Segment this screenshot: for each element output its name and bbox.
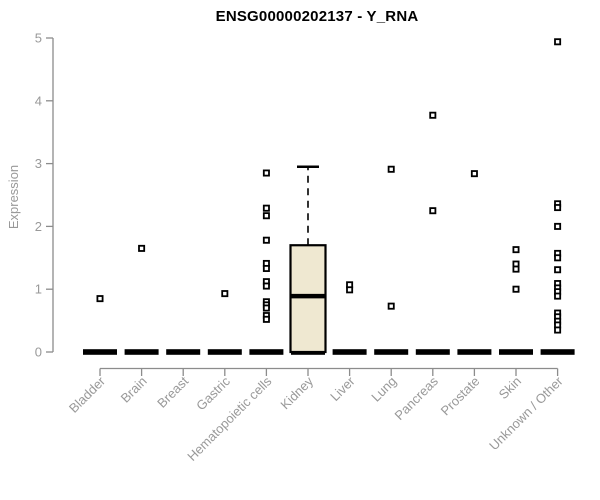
zero-cluster-bar	[83, 349, 117, 355]
x-tick-label: Skin	[496, 374, 524, 402]
x-tick-label: Bladder	[66, 373, 109, 416]
zero-cluster-bar	[124, 349, 159, 355]
data-point	[512, 246, 520, 254]
zero-cluster-bar	[332, 349, 367, 355]
data-point	[512, 285, 520, 293]
data-point	[554, 222, 562, 230]
zero-cluster-bar	[499, 349, 533, 355]
y-tick-label: 1	[35, 282, 42, 297]
data-point	[262, 204, 270, 212]
zero-cluster-bar	[166, 349, 201, 355]
y-tick-label: 5	[35, 31, 42, 46]
x-tick-label: Liver	[327, 373, 358, 404]
x-tick-label: Brain	[118, 374, 150, 406]
x-tick-label: Pancreas	[391, 373, 441, 423]
x-tick-label: Lung	[368, 374, 399, 405]
y-tick-label: 3	[35, 156, 42, 171]
data-point	[262, 212, 270, 220]
data-point	[221, 290, 229, 298]
x-tick-label: Kidney	[277, 373, 316, 412]
x-tick-label: Gastric	[193, 373, 233, 413]
data-point	[262, 304, 270, 312]
data-point	[262, 282, 270, 290]
zero-cluster-bar	[457, 349, 492, 355]
data-point	[262, 236, 270, 244]
data-point	[429, 207, 437, 215]
data-point	[262, 264, 270, 272]
box	[289, 244, 327, 354]
x-tick-label: Unknown / Other	[486, 373, 566, 453]
zero-cluster-bar	[207, 349, 242, 355]
zero-cluster-bar	[249, 349, 284, 355]
data-point	[429, 111, 437, 119]
chart-title: ENSG00000202137 - Y_RNA	[215, 8, 419, 25]
zero-cluster-bar	[540, 349, 575, 355]
data-point	[554, 204, 562, 212]
y-axis-label: Expression	[6, 164, 21, 230]
data-point	[554, 254, 562, 262]
data-point	[346, 286, 354, 294]
y-tick-label: 4	[35, 93, 42, 108]
data-point	[262, 315, 270, 323]
data-point	[138, 244, 146, 252]
y-tick-label: 2	[35, 219, 42, 234]
y-tick-label: 0	[35, 345, 42, 360]
zero-cluster-bar	[374, 349, 409, 355]
data-point	[387, 302, 395, 310]
data-point	[554, 326, 562, 334]
data-point	[96, 295, 104, 303]
data-point	[512, 265, 520, 273]
data-point	[470, 170, 478, 178]
x-tick-label: Breast	[154, 373, 191, 410]
data-point	[262, 169, 270, 177]
x-tick-label: Prostate	[438, 374, 483, 419]
data-point	[554, 38, 562, 46]
data-point	[554, 292, 562, 300]
data-point	[554, 266, 562, 274]
zero-cluster-bar	[415, 349, 450, 355]
data-point	[387, 165, 395, 173]
